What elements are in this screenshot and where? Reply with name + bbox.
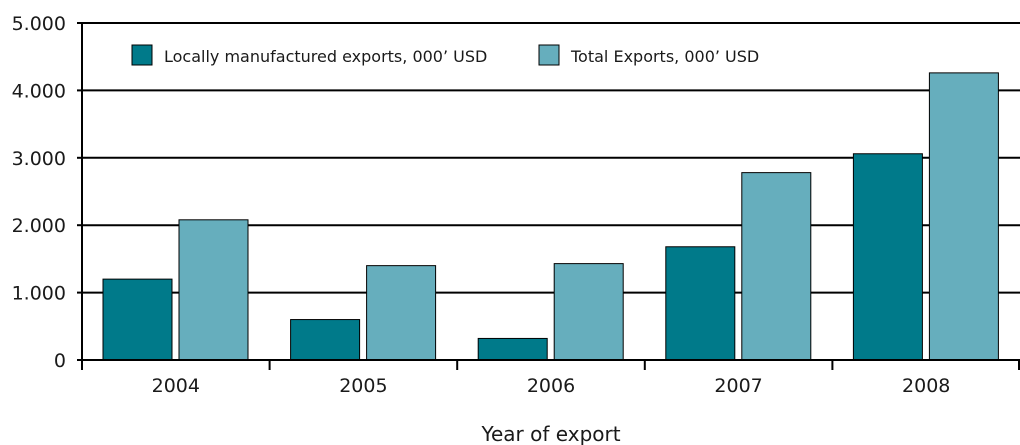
x-tick-label: 2006 [527,375,575,397]
bar-total-2005 [366,265,437,361]
bars [102,72,999,361]
bar-local-2008 [852,153,923,361]
y-tick-label: 0 [54,350,66,372]
x-axis-title: Year of export [480,422,620,445]
legend-swatch [131,44,153,66]
x-tick-label: 2008 [902,375,950,397]
x-tick-label: 2005 [339,375,387,397]
legend-label: Total Exports, 000’ USD [570,47,759,66]
y-tick-label: 4.000 [12,80,66,102]
legend-swatch [538,44,560,66]
legend: Locally manufactured exports, 000’ USD To… [131,44,759,66]
bar-local-2005 [290,319,361,361]
y-tick-label: 2.000 [12,215,66,237]
y-tick-label: 1.000 [12,283,66,305]
y-axis-ticks: 0 1.000 2.000 3.000 4.000 5.000 [12,13,82,372]
bar-local-2007 [665,246,736,361]
legend-label: Locally manufactured exports, 000’ USD [164,47,487,66]
bar-total-2008 [928,72,999,361]
x-tick-label: 2007 [714,375,762,397]
bar-total-2006 [553,263,624,361]
bar-total-2004 [178,219,249,361]
x-axis: 2004 2005 2006 2007 2008 [81,23,1020,397]
bar-total-2007 [741,172,812,361]
y-tick-label: 5.000 [12,13,66,35]
bar-local-2006 [477,337,548,361]
x-tick-label: 2004 [152,375,200,397]
bar-local-2004 [102,278,173,361]
y-tick-label: 3.000 [12,148,66,170]
